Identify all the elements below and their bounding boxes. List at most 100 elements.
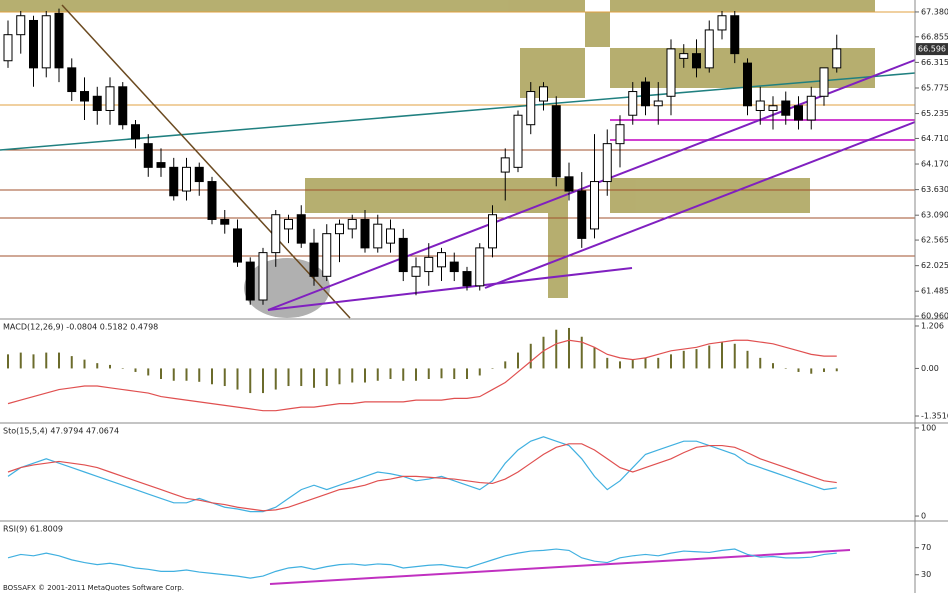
candle-body: [220, 218, 230, 225]
candle-body: [806, 95, 816, 121]
histogram-bar: [32, 354, 35, 369]
candle-body: [679, 53, 689, 59]
candle-body: [590, 181, 599, 230]
histogram-bar: [823, 368, 825, 372]
candle-body: [564, 176, 574, 192]
indicator-line: [7, 339, 837, 412]
y-tick-label: 70: [921, 543, 931, 552]
candle-body: [717, 15, 727, 31]
y-tick-label: 66.315: [921, 58, 948, 67]
candle-body: [743, 62, 752, 107]
panel-title: Sto(15,5,4) 47.9794 47.0674: [3, 427, 119, 436]
y-tick-label: 63.090: [921, 211, 948, 220]
candle-body: [692, 53, 701, 69]
candle-body: [755, 100, 765, 111]
last-price-box: [916, 43, 948, 56]
histogram-bar: [262, 368, 264, 394]
histogram-bar: [402, 368, 405, 381]
y-tick-label: 61.485: [921, 287, 948, 296]
zone: [610, 178, 810, 213]
y-tick-label: 1.206: [921, 321, 944, 330]
candle-body: [194, 166, 204, 183]
candle-body: [437, 252, 446, 268]
histogram-bar: [593, 347, 596, 369]
histogram-bar: [7, 354, 9, 369]
histogram-bar: [427, 368, 430, 379]
candle-body: [641, 81, 650, 107]
histogram-bar: [338, 368, 341, 385]
candle-body: [666, 48, 676, 97]
candle-body: [411, 266, 421, 277]
y-tick-label: -1.3516: [921, 412, 948, 421]
y-tick-label: 65.235: [921, 109, 948, 118]
candle-body: [284, 218, 293, 230]
trend-line: [0, 72, 916, 151]
candle-body: [182, 166, 191, 192]
candle-body: [131, 124, 140, 140]
candle-body: [449, 261, 459, 273]
trend-line: [484, 121, 916, 289]
histogram-bar: [708, 345, 711, 369]
y-tick-label: 63.630: [921, 185, 948, 194]
histogram-bar: [810, 368, 813, 374]
candle-body: [653, 100, 663, 107]
histogram-bar: [325, 368, 328, 387]
y-tick-label: 0.00: [921, 364, 939, 373]
histogram-bar: [568, 327, 570, 369]
histogram-bar: [606, 357, 609, 369]
zone: [305, 178, 550, 213]
histogram-bar: [542, 336, 545, 369]
histogram-bar: [580, 336, 583, 369]
candle-body: [347, 218, 357, 230]
candle-body: [832, 48, 842, 69]
panel-title: MACD(12,26,9) -0.0804 0.5182 0.4798: [3, 323, 158, 332]
y-tick-label: 64.710: [921, 134, 948, 143]
y-tick-label: 60.960: [921, 312, 948, 321]
candle-body: [3, 34, 13, 62]
histogram-bar: [759, 357, 762, 369]
candle-body: [296, 214, 306, 244]
candle-body: [704, 29, 714, 69]
zone: [548, 178, 568, 298]
y-tick-label: 0: [921, 512, 926, 521]
histogram-bar: [147, 368, 150, 376]
histogram-bar: [453, 368, 456, 379]
candle-body: [233, 228, 242, 263]
candle-body: [615, 124, 625, 145]
indicator-line: [7, 436, 837, 513]
histogram-bar: [657, 357, 660, 369]
y-tick-label: 66.855: [921, 32, 948, 41]
candle-body: [271, 214, 281, 254]
candle-body: [488, 214, 497, 249]
indicator-line: [7, 443, 837, 512]
candle-body: [513, 114, 523, 168]
y-tick-label: 64.170: [921, 160, 948, 169]
histogram-bar: [772, 363, 774, 369]
histogram-bar: [529, 343, 532, 369]
candle-body: [819, 67, 829, 97]
last-price-label: 66.596: [918, 45, 946, 54]
zone: [610, 48, 875, 88]
histogram-bar: [784, 368, 787, 369]
y-tick-label: 62.025: [921, 261, 948, 270]
candle-body: [539, 86, 548, 102]
candle-body: [67, 67, 77, 93]
candle-body: [730, 15, 740, 55]
histogram-bar: [670, 354, 672, 369]
histogram-bar: [517, 352, 519, 369]
histogram-bar: [376, 368, 379, 381]
histogram-bar: [644, 357, 647, 369]
candle-body: [335, 223, 344, 235]
histogram-bar: [389, 368, 392, 379]
histogram-bar: [236, 368, 239, 390]
candle-body: [794, 105, 803, 121]
histogram-bar: [109, 364, 111, 369]
histogram-bar: [682, 350, 685, 369]
candle-body: [143, 143, 153, 168]
panel-title: RSI(9) 61.8009: [3, 525, 63, 534]
trend-line: [61, 4, 351, 319]
trend-line: [267, 267, 633, 311]
histogram-bar: [733, 343, 736, 369]
